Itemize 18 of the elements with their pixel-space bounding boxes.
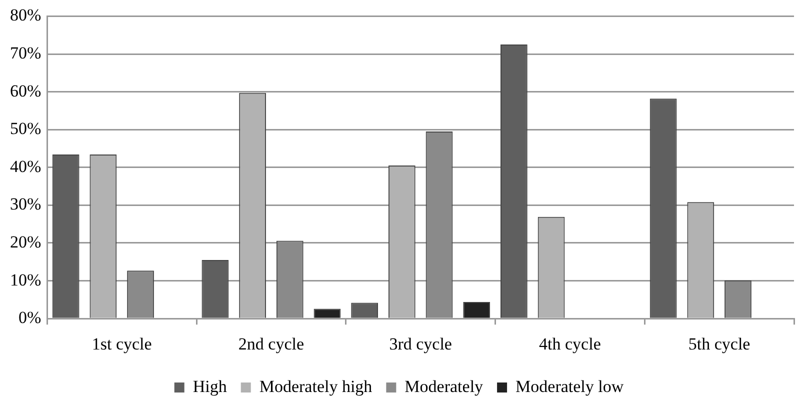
legend-label: Moderately bbox=[404, 376, 484, 396]
y-tick-label: 20% bbox=[10, 232, 42, 252]
x-tick-label: 1st cycle bbox=[92, 334, 152, 354]
y-tick-label: 70% bbox=[10, 43, 42, 62]
legend-label: Moderately high bbox=[259, 376, 373, 396]
legend-label: High bbox=[192, 376, 228, 396]
y-tick-label: 10% bbox=[10, 270, 42, 290]
y-tick-label: 40% bbox=[10, 156, 42, 176]
x-tick-label: 4th cycle bbox=[539, 334, 601, 354]
y-tick-label: 30% bbox=[10, 194, 42, 214]
x-tick-label: 2nd cycle bbox=[238, 334, 304, 354]
y-tick-label: 80% bbox=[10, 6, 42, 25]
y-tick-label: 50% bbox=[10, 119, 42, 138]
y-tick-label: 60% bbox=[10, 81, 42, 100]
y-tick-label: 0% bbox=[18, 308, 42, 328]
x-tick-label: 3rd cycle bbox=[389, 334, 452, 354]
legend-label: Moderately low bbox=[516, 376, 624, 396]
x-tick-label: 5th cycle bbox=[688, 334, 750, 354]
